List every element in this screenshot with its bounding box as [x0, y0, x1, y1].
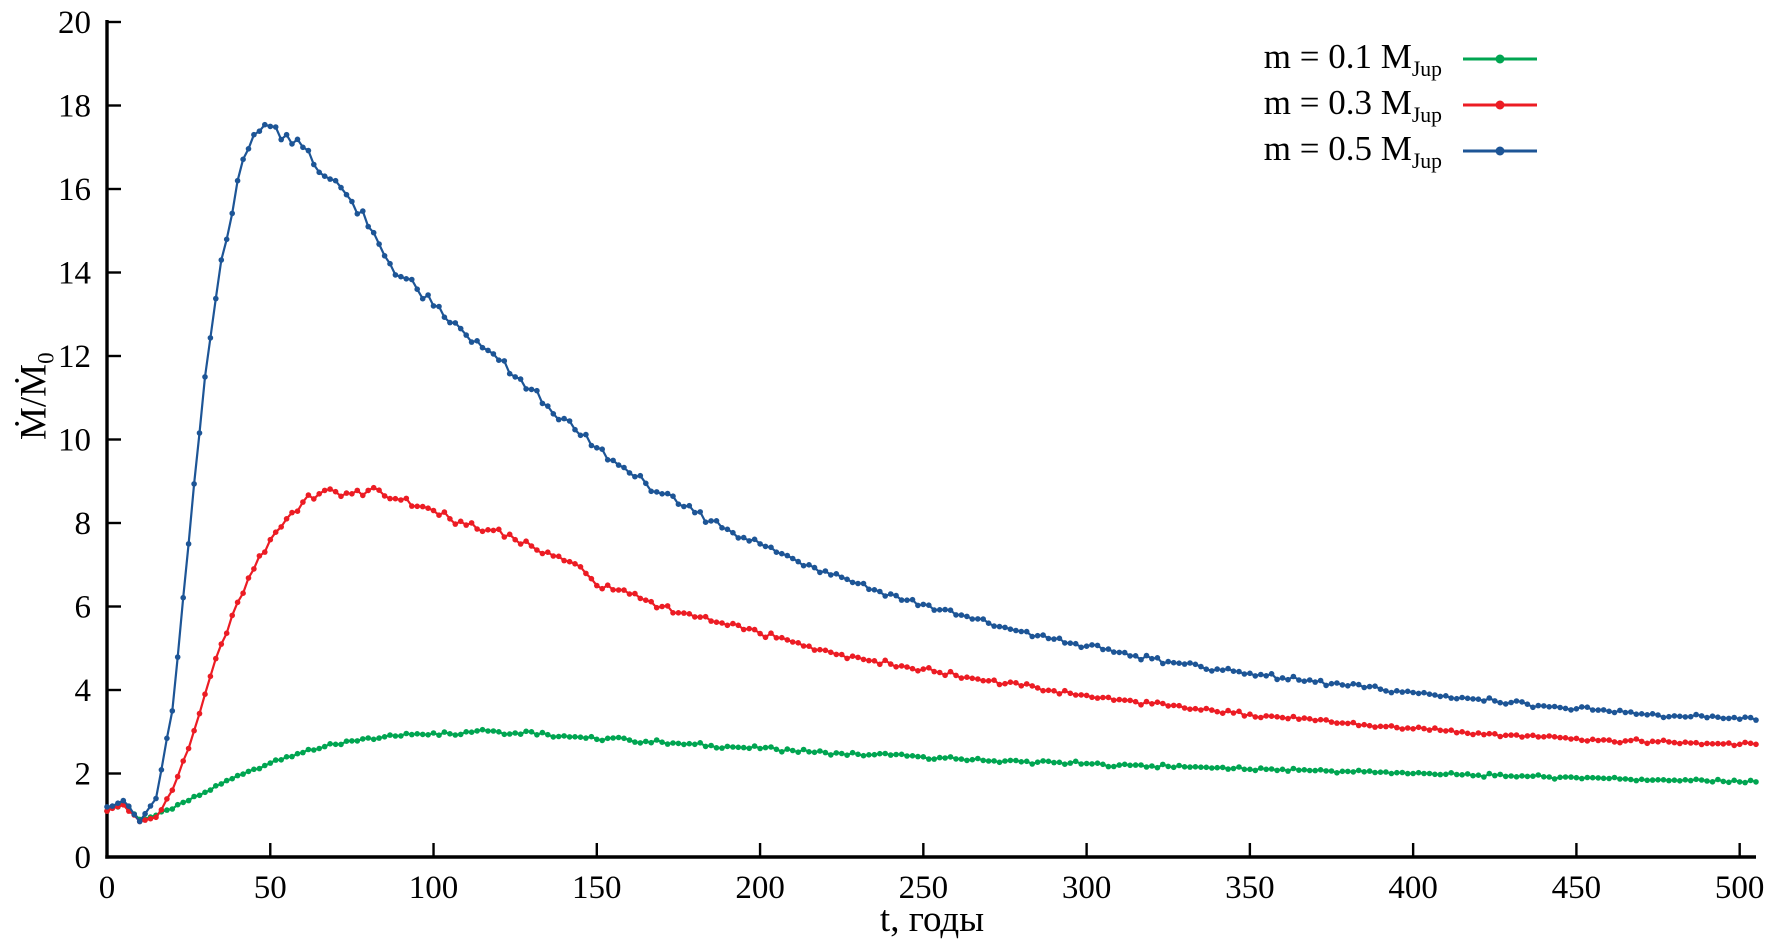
- svg-text:6: 6: [75, 590, 92, 626]
- svg-text:500: 500: [1715, 870, 1765, 906]
- svg-text:14: 14: [58, 256, 91, 292]
- svg-text:250: 250: [899, 870, 949, 906]
- legend-label-subscript: Jup: [1411, 56, 1442, 81]
- x-axis-label: t, годы: [879, 899, 985, 940]
- legend-label: m = 0.1 MJup: [1264, 37, 1442, 82]
- legend-marker-line-dot: [1460, 98, 1540, 112]
- svg-text:0: 0: [75, 840, 92, 876]
- legend-label-subscript: Jup: [1411, 148, 1442, 173]
- svg-text:350: 350: [1225, 870, 1275, 906]
- svg-text:2: 2: [75, 757, 92, 793]
- legend-label-text: m = 0.3 M: [1263, 82, 1412, 122]
- legend-label: m = 0.3 MJup: [1264, 83, 1442, 128]
- svg-text:150: 150: [572, 870, 622, 906]
- y-axis-label-text: Ṁ/Ṁ: [13, 363, 55, 440]
- legend: m = 0.1 MJup m = 0.3 MJup m = 0.5 MJup: [1264, 36, 1540, 174]
- legend-item-2: m = 0.5 MJup: [1264, 128, 1540, 174]
- svg-text:4: 4: [75, 673, 92, 709]
- svg-text:50: 50: [254, 870, 287, 906]
- svg-text:8: 8: [75, 506, 92, 542]
- legend-label-text: m = 0.1 M: [1263, 36, 1412, 76]
- svg-text:200: 200: [735, 870, 785, 906]
- legend-item-0: m = 0.1 MJup: [1264, 36, 1540, 82]
- svg-text:450: 450: [1552, 870, 1602, 906]
- svg-text:20: 20: [58, 5, 91, 41]
- legend-marker-line-dot: [1460, 144, 1540, 158]
- svg-text:18: 18: [58, 89, 91, 125]
- svg-text:0: 0: [99, 870, 116, 906]
- legend-label-subscript: Jup: [1411, 102, 1442, 127]
- svg-text:100: 100: [409, 870, 459, 906]
- legend-marker-line-dot: [1460, 52, 1540, 66]
- legend-label-text: m = 0.5 M: [1263, 128, 1412, 168]
- legend-item-1: m = 0.3 MJup: [1264, 82, 1540, 128]
- svg-text:10: 10: [58, 423, 91, 459]
- svg-text:12: 12: [58, 339, 91, 375]
- y-axis-label-subscript: 0: [33, 352, 59, 364]
- legend-label: m = 0.5 MJup: [1264, 129, 1442, 174]
- svg-text:400: 400: [1388, 870, 1438, 906]
- svg-text:16: 16: [58, 172, 91, 208]
- svg-text:300: 300: [1062, 870, 1112, 906]
